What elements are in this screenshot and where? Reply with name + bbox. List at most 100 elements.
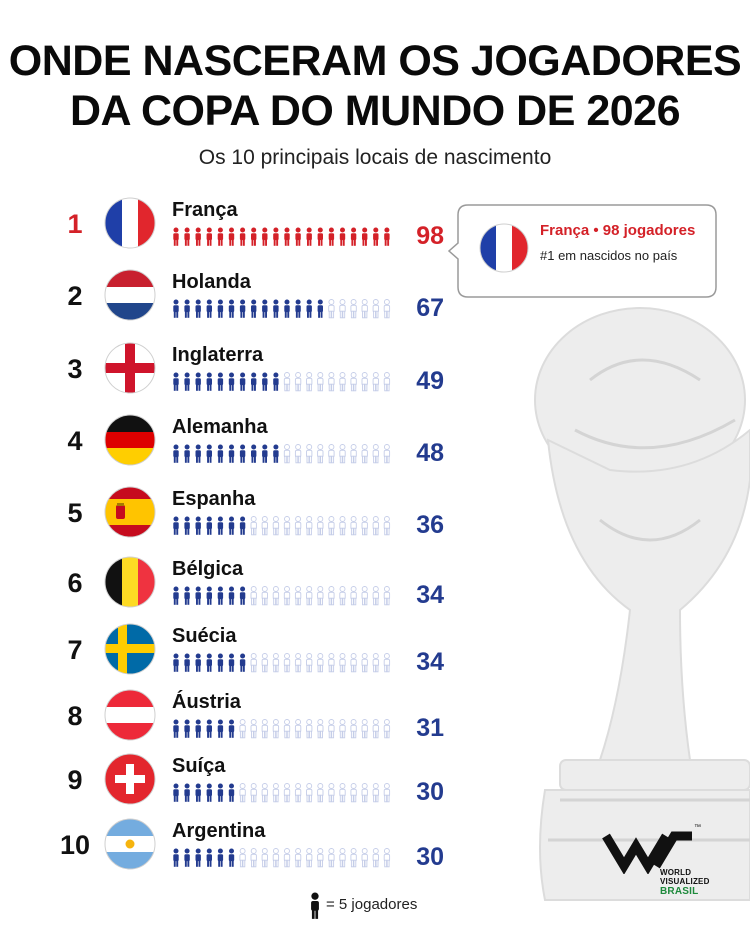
country-name: Inglaterra — [172, 344, 264, 366]
person-icon — [311, 892, 319, 919]
player-icon-filled — [173, 444, 179, 463]
rank-number: 5 — [67, 498, 83, 528]
player-icon-filled — [217, 783, 224, 802]
player-icon-empty — [339, 719, 346, 739]
player-icon-filled — [217, 299, 224, 318]
player-icon-empty — [339, 444, 346, 464]
player-icon-empty — [383, 783, 391, 803]
player-icon-empty — [317, 653, 324, 673]
player-icon-empty — [272, 719, 280, 739]
player-icon-empty — [294, 444, 302, 464]
player-icon-empty — [294, 653, 302, 673]
player-icon-filled — [239, 586, 246, 605]
player-icon-empty — [361, 444, 368, 464]
country-name: França — [172, 199, 238, 221]
player-icon-empty — [383, 516, 391, 536]
player-icon-filled — [273, 227, 279, 246]
country-name: Alemanha — [172, 416, 268, 438]
player-icon-empty — [306, 516, 313, 536]
player-icon-filled — [262, 299, 268, 318]
player-icon-filled — [206, 653, 212, 672]
player-icon-filled — [239, 516, 246, 535]
player-icon-filled — [239, 372, 246, 391]
player-icon-empty — [283, 848, 291, 868]
player-icon-filled — [295, 227, 301, 246]
player-icon-filled — [239, 299, 246, 318]
player-icon-row — [173, 653, 391, 673]
player-icon-filled — [206, 227, 212, 246]
value-label: 34 — [416, 581, 444, 609]
player-icon-filled — [262, 444, 268, 463]
player-icon-empty — [317, 444, 324, 464]
player-icon-empty — [339, 372, 346, 392]
player-icon-empty — [294, 719, 302, 739]
player-icon-filled — [273, 372, 279, 391]
player-icon-filled — [228, 516, 235, 535]
player-icon-empty — [350, 299, 357, 319]
player-icon-filled — [228, 848, 235, 867]
player-icon-empty — [317, 586, 324, 606]
country-name: Holanda — [172, 271, 251, 293]
player-icon-empty — [294, 848, 302, 868]
player-icon-filled — [217, 372, 224, 391]
player-icon-empty — [306, 586, 313, 606]
player-icon-empty — [361, 299, 368, 319]
page-subtitle: Os 10 principais locais de nascimento — [198, 146, 552, 169]
player-icon-empty — [306, 848, 313, 868]
player-icon-empty — [361, 848, 368, 868]
legend-label: = 5 jogadores — [326, 896, 418, 913]
player-icon-empty — [372, 719, 379, 739]
logo-mark-icon — [602, 831, 692, 874]
value-label: 49 — [416, 367, 444, 395]
country-name: Argentina — [172, 820, 266, 842]
player-icon-empty — [317, 516, 324, 536]
player-icon-filled — [184, 372, 190, 391]
player-icon-empty — [350, 444, 357, 464]
logo-trademark: ™ — [694, 824, 701, 831]
player-icon-filled — [206, 586, 212, 605]
player-icon-empty — [361, 586, 368, 606]
player-icon-filled — [306, 227, 312, 246]
player-icon-row — [173, 848, 391, 868]
player-icon-filled — [206, 299, 212, 318]
country-name: Suécia — [172, 625, 237, 647]
player-icon-empty — [339, 299, 346, 319]
player-icon-filled — [206, 719, 212, 738]
player-icon-filled — [217, 227, 224, 246]
player-icon-empty — [350, 516, 357, 536]
rank-number: 9 — [67, 765, 83, 795]
player-icon-filled — [228, 653, 235, 672]
player-icon-filled — [273, 444, 279, 463]
player-icon-filled — [251, 444, 257, 463]
player-icon-filled — [217, 516, 224, 535]
player-icon-filled — [228, 783, 235, 802]
player-icon-empty — [306, 653, 313, 673]
player-icon-empty — [328, 719, 335, 739]
player-icon-empty — [294, 586, 302, 606]
player-icon-empty — [283, 444, 291, 464]
player-icon-filled — [173, 848, 179, 867]
value-label: 67 — [416, 294, 444, 322]
player-icon-empty — [317, 372, 324, 392]
player-icon-empty — [361, 783, 368, 803]
rank-number: 8 — [67, 701, 83, 731]
logo-line-1: WORLD — [660, 868, 692, 877]
player-icon-empty — [272, 653, 280, 673]
country-name: Áustria — [172, 691, 241, 713]
player-icon-filled — [195, 444, 201, 463]
player-icon-empty — [361, 372, 368, 392]
player-icon-filled — [251, 227, 257, 246]
player-icon-empty — [350, 783, 357, 803]
player-icon-filled — [262, 372, 268, 391]
player-icon-empty — [261, 586, 268, 606]
country-name: Espanha — [172, 488, 256, 510]
player-icon-filled — [339, 227, 346, 246]
player-icon-empty — [283, 516, 291, 536]
page-title: ONDE NASCERAM OS JOGADORES DA COPA DO MU… — [0, 36, 750, 136]
rank-number: 10 — [59, 830, 91, 860]
player-icon-empty — [383, 444, 391, 464]
player-icon-empty — [283, 372, 291, 392]
player-icon-filled — [239, 444, 246, 463]
player-icon-empty — [350, 719, 357, 739]
